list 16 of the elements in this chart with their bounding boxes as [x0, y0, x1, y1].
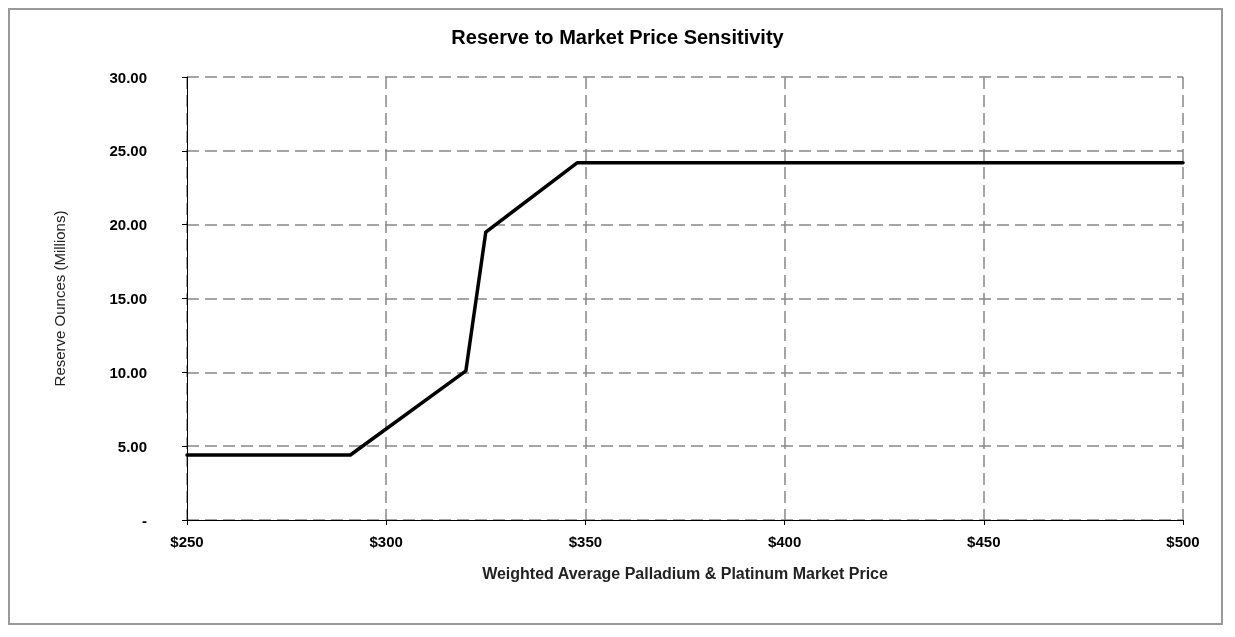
chart-title: Reserve to Market Price Sensitivity: [451, 26, 785, 48]
y-tick-label: 5.00: [117, 437, 147, 455]
y-tick-label: 25.00: [109, 142, 147, 160]
y-tick-label: 15.00: [109, 290, 147, 307]
x-tick-label: $450: [967, 533, 1001, 550]
x-tick-label: $500: [1166, 533, 1200, 550]
x-tick-label: $400: [767, 533, 802, 550]
y-tick-label: 10.00: [109, 363, 147, 381]
y-tick-label: 30.00: [109, 68, 147, 86]
x-axis-title: Weighted Average Palladium & Platinum Market Price: [482, 564, 888, 582]
y-tick-label: -: [142, 511, 147, 529]
y-tick-label: 20.00: [109, 216, 147, 234]
y-axis-title: Reserve Ounces (Millions): [51, 210, 68, 387]
x-tick-label: $300: [369, 533, 403, 550]
x-tick-label: $350: [568, 533, 603, 550]
x-tick-label: $250: [170, 533, 204, 550]
